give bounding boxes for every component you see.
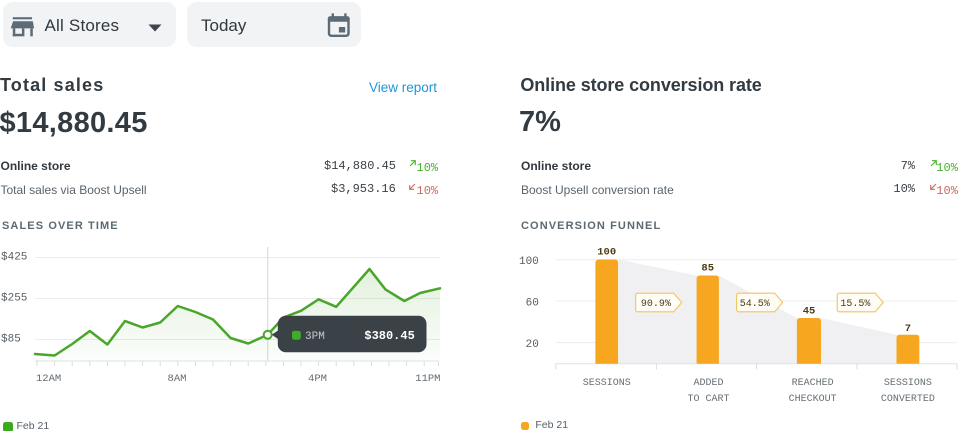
- svg-text:11PM: 11PM: [415, 373, 440, 385]
- svg-text:85: 85: [701, 263, 714, 275]
- svg-text:$85: $85: [1, 334, 21, 346]
- svg-text:TO CART: TO CART: [687, 394, 729, 405]
- svg-text:54.5%: 54.5%: [740, 299, 770, 310]
- svg-text:CONVERTED: CONVERTED: [881, 394, 935, 405]
- svg-text:8AM: 8AM: [168, 373, 187, 385]
- svg-text:60: 60: [526, 297, 539, 309]
- svg-text:20: 20: [526, 339, 539, 351]
- svg-text:3PM: 3PM: [305, 331, 325, 343]
- svg-text:90.9%: 90.9%: [641, 299, 671, 310]
- svg-text:100: 100: [597, 247, 616, 259]
- svg-text:100: 100: [519, 256, 539, 268]
- svg-text:SESSIONS: SESSIONS: [884, 378, 932, 389]
- svg-text:45: 45: [803, 306, 816, 318]
- svg-text:7: 7: [905, 323, 911, 335]
- svg-text:$255: $255: [1, 293, 27, 305]
- svg-text:$380.45: $380.45: [364, 329, 414, 343]
- svg-text:12AM: 12AM: [36, 373, 61, 385]
- svg-text:$425: $425: [1, 252, 27, 264]
- svg-text:SESSIONS: SESSIONS: [583, 378, 631, 389]
- svg-text:15.5%: 15.5%: [840, 299, 870, 310]
- svg-text:REACHED: REACHED: [792, 378, 834, 389]
- svg-text:CHECKOUT: CHECKOUT: [789, 394, 837, 405]
- svg-text:4PM: 4PM: [308, 373, 327, 385]
- svg-text:ADDED: ADDED: [693, 378, 723, 389]
